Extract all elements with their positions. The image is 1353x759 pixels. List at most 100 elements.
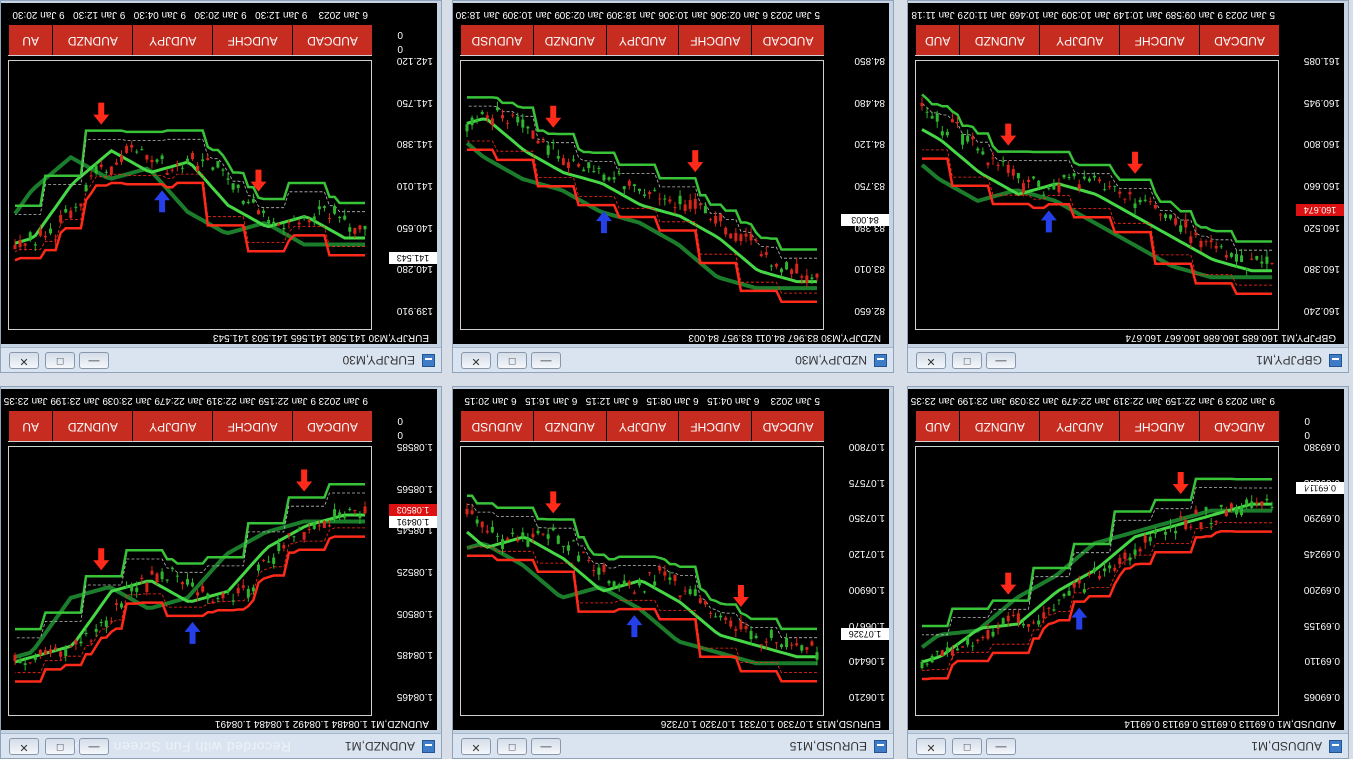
window-titlebar[interactable]: EURJPY,M30 — □ ✕ — [1, 347, 441, 372]
candle-body — [1062, 175, 1066, 178]
candle-body — [734, 232, 738, 241]
chart-area[interactable]: EURJPY,M30 141.508 141.565 141.503 141.5… — [1, 3, 437, 344]
close-button[interactable]: ✕ — [461, 352, 491, 369]
chart-window-audusd[interactable]: AUDUSD,M1 — □ ✕ AUDUSD,M1 0.69113 0.6911… — [907, 386, 1349, 759]
candle-body — [1001, 618, 1005, 625]
pair-button-partial[interactable]: AU — [7, 25, 53, 55]
price-tick-label: 1.08585 — [396, 441, 433, 452]
price-scale[interactable]: 141.543 139.910 140.280 140.650 141.010 141.… — [372, 55, 437, 330]
candle-body — [94, 165, 98, 174]
price-scale[interactable]: 160.674 160.240 160.380 160.520 160.660 160.… — [1279, 55, 1344, 330]
maximize-button[interactable]: □ — [952, 738, 982, 755]
candlestick-plot[interactable] — [460, 60, 824, 330]
pair-button-audjpy[interactable]: AUDJPY — [132, 25, 213, 55]
chart-window-eurjpy[interactable]: EURJPY,M30 — □ ✕ EURJPY,M30 141.508 141.… — [0, 0, 442, 373]
candlestick-plot[interactable] — [915, 446, 1279, 716]
pair-button-audjpy[interactable]: AUDJPY — [132, 411, 213, 441]
window-titlebar[interactable]: GBPJPY,M1 — □ ✕ — [908, 347, 1348, 372]
pair-button-audcad[interactable]: AUDCAD — [1199, 25, 1279, 55]
candle-body — [531, 130, 535, 139]
minimize-button[interactable]: — — [531, 352, 561, 369]
price-scale[interactable]: 1.08491 1.08503 1.08465 1.08485 1.08505 1.0… — [372, 441, 437, 716]
chart-window-gbpjpy[interactable]: GBPJPY,M1 — □ ✕ GBPJPY,M1 160.685 160.68… — [907, 0, 1349, 373]
candle-body — [607, 177, 611, 180]
chart-area[interactable]: NZDJPY,M30 83.967 84.011 83.957 84.003 8… — [453, 3, 889, 344]
chart-area[interactable]: AUDUSD,M1 0.69113 0.69115 0.69113 0.6911… — [908, 389, 1344, 730]
pair-button-audcad[interactable]: AUDCAD — [751, 25, 824, 55]
pair-button-audnzd[interactable]: AUDNZD — [52, 25, 133, 55]
minimize-button[interactable]: — — [79, 738, 109, 755]
pair-button-audchf[interactable]: AUDCHF — [1119, 25, 1200, 55]
pair-button-audnzd[interactable]: AUDNZD — [532, 411, 606, 441]
candle-body — [170, 567, 174, 569]
pair-button-audcad[interactable]: AUDCAD — [292, 25, 372, 55]
candle-body — [546, 534, 550, 539]
minimize-button[interactable]: — — [986, 738, 1016, 755]
window-titlebar[interactable]: EURUSD,M15 — □ ✕ — [453, 733, 893, 758]
candle-body — [84, 184, 88, 192]
pair-button-audcad[interactable]: AUDCAD — [292, 411, 372, 441]
chart-area[interactable]: EURUSD,M15 1.07330 1.07331 1.07320 1.073… — [453, 389, 889, 730]
candlestick-plot[interactable] — [460, 446, 824, 716]
candle-body — [353, 227, 357, 234]
pair-button-partial[interactable]: AUD — [914, 411, 960, 441]
pair-button-partial[interactable]: AU — [7, 411, 53, 441]
maximize-button[interactable]: □ — [497, 738, 527, 755]
window-titlebar[interactable]: NZDJPY,M30 — □ ✕ — [453, 347, 893, 372]
chart-window-audnzd[interactable]: AUDNZD,M1 Recorded with Fun Screen Recor… — [0, 386, 442, 759]
pair-button-audcad[interactable]: AUDCAD — [1199, 411, 1279, 441]
close-button[interactable]: ✕ — [9, 352, 39, 369]
symbol-info-line: EURUSD,M15 1.07330 1.07331 1.07320 1.073… — [660, 718, 881, 729]
candle-body — [201, 159, 205, 162]
window-titlebar[interactable]: AUDNZD,M1 Recorded with Fun Screen Recor… — [1, 733, 441, 758]
candle-body — [764, 641, 768, 643]
pair-button-audchf[interactable]: AUDCHF — [1119, 411, 1200, 441]
maximize-button[interactable]: □ — [497, 352, 527, 369]
pair-button-audnzd[interactable]: AUDNZD — [532, 25, 606, 55]
window-titlebar[interactable]: AUDUSD,M1 — □ ✕ — [908, 733, 1348, 758]
maximize-button[interactable]: □ — [952, 352, 982, 369]
pair-button-partial[interactable]: AUD — [914, 25, 960, 55]
minimize-button[interactable]: — — [531, 738, 561, 755]
pair-button-audcad[interactable]: AUDCAD — [751, 411, 824, 441]
pair-button-audjpy[interactable]: AUDJPY — [1039, 25, 1120, 55]
chart-area[interactable]: AUDNZD,M1 1.08484 1.08492 1.08484 1.0849… — [1, 389, 437, 730]
candle-body — [516, 116, 520, 123]
price-scale[interactable]: 0.69114 0.69065 0.69110 0.69155 0.69200 0.69… — [1279, 441, 1344, 716]
chart-window-nzdjpy[interactable]: NZDJPY,M30 — □ ✕ NZDJPY,M30 83.967 84.01… — [452, 0, 894, 373]
pair-button-audusd[interactable]: AUDUSD — [460, 25, 533, 55]
pair-button-audnzd[interactable]: AUDNZD — [959, 411, 1040, 441]
minimize-button[interactable]: — — [79, 352, 109, 369]
pair-button-audnzd[interactable]: AUDNZD — [959, 25, 1040, 55]
candle-body — [236, 588, 240, 594]
pair-button-audchf[interactable]: AUDCHF — [212, 25, 293, 55]
pair-button-audusd[interactable]: AUDUSD — [460, 411, 533, 441]
candlestick-plot[interactable] — [8, 446, 372, 716]
close-button[interactable]: ✕ — [916, 738, 946, 755]
pair-button-audnzd[interactable]: AUDNZD — [52, 411, 133, 441]
time-axis: 9 Jan 2023 9 Jan 22:15 9 Jan 22:31 9 Jan 22… — [4, 390, 372, 408]
pair-button-audjpy[interactable]: AUDJPY — [1039, 411, 1120, 441]
pair-button-audchf[interactable]: AUDCHF — [212, 411, 293, 441]
chart-window-eurusd[interactable]: EURUSD,M15 — □ ✕ EURUSD,M15 1.07330 1.07… — [452, 386, 894, 759]
candle-body — [327, 218, 331, 220]
pair-button-audchf[interactable]: AUDCHF — [678, 25, 752, 55]
pair-button-audchf[interactable]: AUDCHF — [678, 411, 752, 441]
chart-area[interactable]: GBPJPY,M1 160.685 160.686 160.667 160.67… — [908, 3, 1344, 344]
close-button[interactable]: ✕ — [461, 738, 491, 755]
close-button[interactable]: ✕ — [916, 352, 946, 369]
price-scale[interactable]: 84.003 82.650 83.010 83.380 83.750 84.120 84.… — [824, 55, 889, 330]
candlestick-plot[interactable] — [915, 60, 1279, 330]
price-scale[interactable]: 1.07326 1.06210 1.06440 1.06670 1.06900 1.07… — [824, 441, 889, 716]
maximize-button[interactable]: □ — [45, 352, 75, 369]
candlestick-plot[interactable] — [8, 60, 372, 330]
minimize-button[interactable]: — — [986, 352, 1016, 369]
candle-body — [1067, 590, 1071, 596]
maximize-button[interactable]: □ — [45, 738, 75, 755]
pair-button-audjpy[interactable]: AUDJPY — [605, 411, 679, 441]
time-tick-label: 9 Jan 23:19 — [962, 395, 1015, 406]
close-button[interactable]: ✕ — [9, 738, 39, 755]
candle-body — [1163, 531, 1167, 535]
price-tick-label: 0.69065 — [1303, 691, 1340, 702]
pair-button-audjpy[interactable]: AUDJPY — [605, 25, 679, 55]
